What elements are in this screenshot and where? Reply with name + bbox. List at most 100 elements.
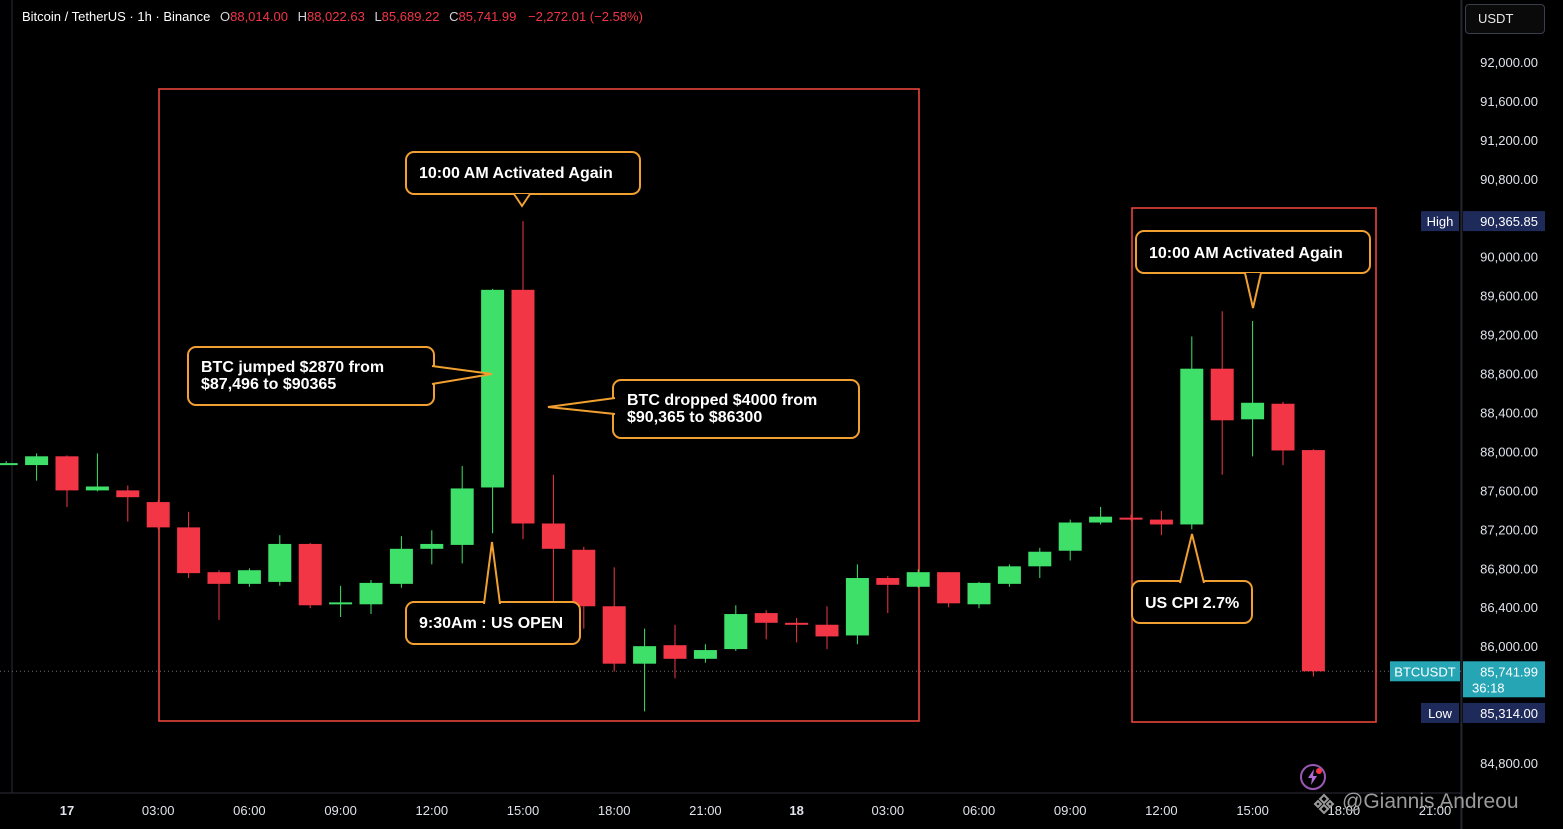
candle-body: [1241, 402, 1265, 420]
price-tick-label: 87,600.00: [1480, 483, 1538, 498]
candle-body: [268, 543, 292, 582]
time-tick-label: 21:00: [1419, 803, 1452, 818]
price-tick-label: 87,200.00: [1480, 522, 1538, 537]
candle-body: [572, 549, 596, 607]
candle-body: [237, 570, 261, 584]
time-tick-label: 06:00: [963, 803, 996, 818]
candle-body: [85, 486, 109, 491]
candle-body: [693, 650, 717, 659]
candle-body: [420, 543, 444, 549]
candle-body: [55, 456, 79, 491]
candle-body: [116, 490, 140, 498]
candle-body: [146, 502, 170, 528]
price-tick-label: 86,000.00: [1480, 639, 1538, 654]
change-value: −2,272.01 (−2.58%): [528, 9, 643, 24]
candle-body: [997, 566, 1021, 584]
candle-body: [663, 645, 687, 659]
callout-activated-2-pointer: [1244, 272, 1262, 309]
high-value: 88,022.63: [306, 9, 365, 24]
close-label: C: [449, 9, 459, 24]
price-tick-label: 84,800.00: [1480, 756, 1538, 771]
currency-button[interactable]: USDT: [1465, 4, 1545, 34]
high-label: H: [297, 9, 307, 24]
price-tick-label: 90,000.00: [1480, 250, 1538, 265]
callout-us-cpi-text: US CPI 2.7%: [1145, 595, 1239, 612]
candle-body: [541, 523, 565, 549]
candle-body: [1149, 519, 1173, 525]
candle-body: [359, 582, 383, 605]
candle-body: [876, 578, 900, 585]
low-tag-value-bg: [1463, 702, 1545, 723]
time-tick-label: 03:00: [142, 803, 175, 818]
symbol-header: Bitcoin / TetherUS · 1h · Binance O88,01…: [22, 9, 643, 24]
callout-activated-1-pointer: [513, 193, 531, 208]
time-tick-label: 18: [789, 803, 803, 818]
low-label: L: [374, 9, 382, 24]
low-value: 85,689.22: [381, 9, 440, 24]
candle-body: [906, 572, 930, 587]
price-tick-label: 89,600.00: [1480, 289, 1538, 304]
price-tick-label: 90,800.00: [1480, 172, 1538, 187]
callout-dropped-text: $90,365 to $86300: [627, 409, 762, 426]
candle-body: [602, 606, 626, 664]
candle-body: [785, 622, 809, 625]
candle-body: [450, 488, 474, 545]
symbol-tag-label: BTCUSDT: [1394, 664, 1455, 679]
candle-body: [967, 582, 991, 605]
time-tick-label: 17: [60, 803, 74, 818]
callout-us-open: 9:30Am : US OPEN: [405, 541, 581, 645]
time-tick-label: 18:00: [1328, 803, 1361, 818]
candle-body: [633, 646, 657, 664]
time-tick-label: 09:00: [1054, 803, 1087, 818]
alert-bolt-icon[interactable]: [1300, 764, 1326, 790]
candle-body: [1301, 450, 1325, 672]
last-price-tag-bg: [1463, 661, 1545, 698]
callout-activated-1-text: 10:00 AM Activated Again: [419, 165, 613, 182]
candle-body: [389, 548, 413, 584]
callout-dropped-text: BTC dropped $4000 from: [627, 392, 817, 409]
callout-dropped: BTC dropped $4000 from$90,365 to $86300: [547, 379, 860, 439]
candle-body: [754, 613, 778, 623]
candle-body: [937, 572, 961, 604]
time-tick-label: 12:00: [1145, 803, 1178, 818]
callout-activated-2-text: 10:00 AM Activated Again: [1149, 245, 1343, 262]
candle-body: [1028, 551, 1052, 567]
candle-body: [1180, 368, 1204, 525]
time-tick-label: 12:00: [416, 803, 449, 818]
callout-activated-1: 10:00 AM Activated Again: [405, 151, 641, 208]
callout-dropped-pointer: [547, 397, 616, 415]
candle-body: [207, 572, 231, 584]
callout-jumped-text: BTC jumped $2870 from: [201, 359, 384, 376]
time-tick-label: 15:00: [1236, 803, 1269, 818]
candle-body: [329, 602, 353, 605]
watermark-text: @Giannis Andreou: [1342, 790, 1519, 813]
candle-body: [298, 543, 322, 606]
callout-us-open-text: 9:30Am : US OPEN: [419, 615, 563, 632]
candle-body: [1058, 522, 1082, 551]
candle-body: [1119, 517, 1143, 520]
highlight-box-right: [1131, 207, 1377, 723]
candles-group: [0, 221, 1325, 712]
callout-us-open-pointer: [483, 541, 501, 605]
candle-body: [815, 624, 839, 637]
price-tick-label: 86,400.00: [1480, 600, 1538, 615]
candle-body: [1271, 403, 1295, 451]
callout-jumped-text: $87,496 to $90365: [201, 376, 336, 393]
countdown-timer: 36:18: [1472, 680, 1505, 695]
low-tag-label: Low: [1428, 706, 1452, 721]
low-tag-value: 85,314.00: [1480, 706, 1538, 721]
binance-logo-icon: [1313, 793, 1335, 815]
open-label: O: [219, 9, 231, 24]
price-tick-label: 92,000.00: [1480, 55, 1538, 70]
candle-body: [511, 289, 535, 524]
candle-body: [724, 614, 748, 650]
highlight-box-left: [158, 88, 920, 722]
price-tick-label: 91,200.00: [1480, 133, 1538, 148]
price-tick-label: 89,200.00: [1480, 328, 1538, 343]
time-tick-label: 06:00: [233, 803, 266, 818]
price-tick-label: 88,400.00: [1480, 406, 1538, 421]
last-price-value: 85,741.99: [1480, 664, 1538, 679]
callout-us-cpi-pointer: [1179, 533, 1205, 584]
symbol-title: Bitcoin / TetherUS · 1h · Binance: [22, 9, 211, 24]
